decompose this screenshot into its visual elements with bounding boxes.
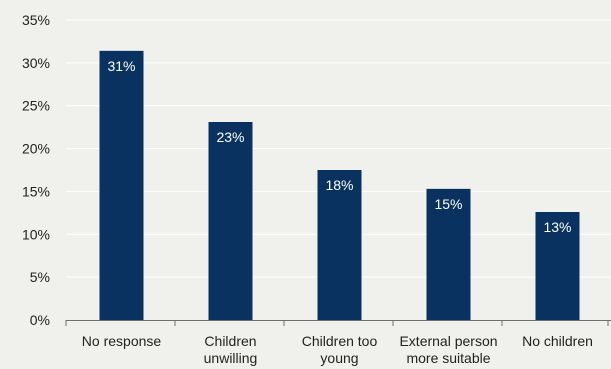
category-label: External person (399, 333, 497, 349)
y-tick-label: 15% (22, 183, 50, 199)
y-tick-label: 35% (22, 12, 50, 28)
bar-value-label: 13% (543, 219, 571, 235)
bar-value-label: 18% (325, 177, 353, 193)
bar (535, 212, 580, 320)
x-axis (65, 320, 611, 326)
category-label: young (320, 350, 358, 366)
category-label: No children (522, 333, 593, 349)
bar (208, 122, 253, 320)
y-tick-label: 10% (22, 226, 50, 242)
y-tick-label: 30% (22, 55, 50, 71)
bar (317, 170, 362, 320)
bar-value-label: 15% (434, 196, 462, 212)
y-tick-label: 20% (22, 141, 50, 157)
category-label: No response (82, 333, 162, 349)
bar-value-label: 23% (216, 129, 244, 145)
bars (99, 50, 580, 320)
y-tick-label: 5% (30, 269, 50, 285)
y-tick-label: 25% (22, 98, 50, 114)
category-label: more suitable (406, 350, 490, 366)
bar (426, 188, 471, 320)
category-label: unwilling (204, 350, 258, 366)
y-tick-label: 0% (30, 312, 50, 328)
y-axis-tick-labels: 0% 5% 10% 15% 20% 25% 30% 35% (22, 12, 50, 328)
bar-value-label: 31% (107, 58, 135, 74)
bar-data-labels: 31% 23% 18% 15% 13% (107, 58, 571, 235)
bar (99, 50, 144, 320)
category-label: Children (204, 333, 256, 349)
category-label: Children too (302, 333, 378, 349)
